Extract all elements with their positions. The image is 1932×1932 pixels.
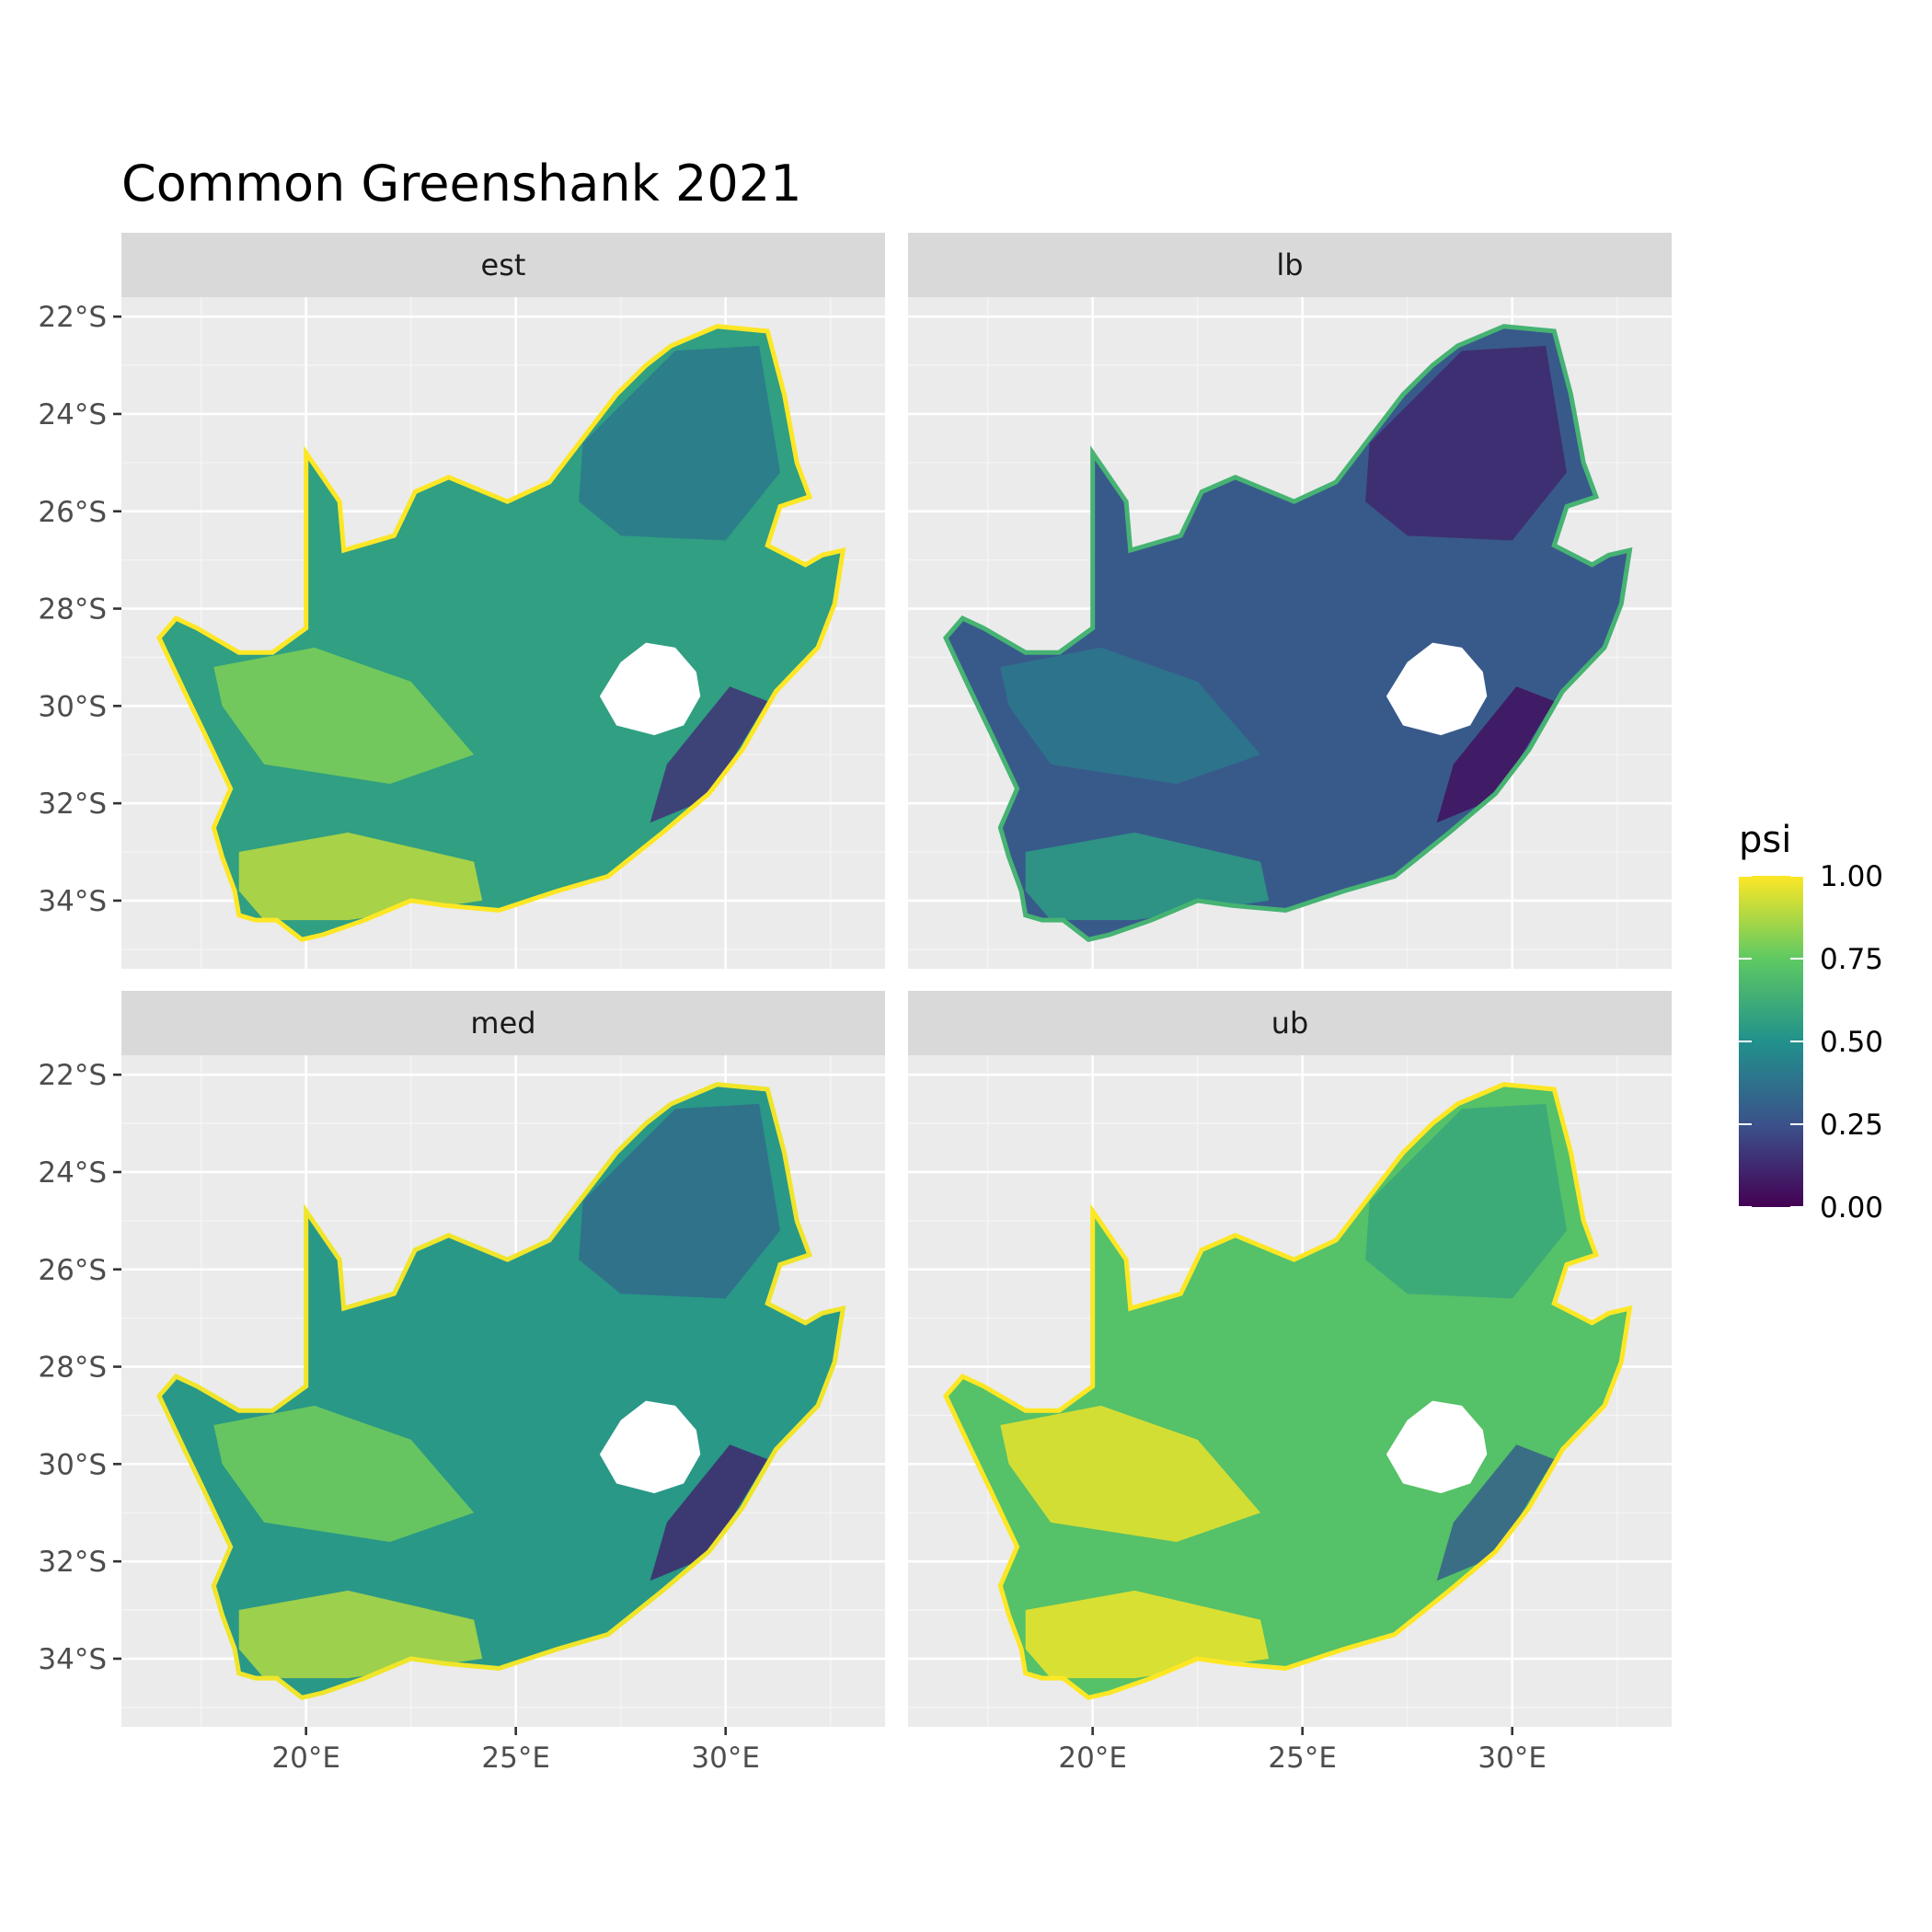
facet-strip <box>121 991 885 1055</box>
y-tick-label: 28°S <box>38 593 107 627</box>
x-tick-label: 25°E <box>1268 1742 1337 1775</box>
facet-strip <box>908 991 1672 1055</box>
facet-label: med <box>470 1006 535 1041</box>
facet-panel-est: est <box>121 233 885 969</box>
occupancy-region-northeast <box>579 1103 780 1299</box>
occupancy-region-west-interior <box>1000 647 1261 784</box>
occupancy-region-northeast <box>1365 1103 1567 1299</box>
occupancy-map <box>159 326 844 940</box>
occupancy-region-eastern-escarpment <box>1436 686 1555 823</box>
y-tick-label: 30°S <box>38 1448 107 1481</box>
x-tick-label: 20°E <box>271 1742 340 1775</box>
x-tick-label: 20°E <box>1058 1742 1127 1775</box>
y-tick-label: 24°S <box>38 398 107 431</box>
y-tick-label: 34°S <box>38 1643 107 1676</box>
occupancy-region-southwest-coast <box>1025 832 1270 921</box>
legend-label: 1.00 <box>1820 860 1883 893</box>
y-tick-label: 26°S <box>38 496 107 529</box>
y-tick-label: 34°S <box>38 885 107 918</box>
occupancy-region-eastern-escarpment <box>650 1444 768 1581</box>
legend-title: psi <box>1739 819 1791 861</box>
facet-label: est <box>481 247 526 282</box>
coast-cells <box>156 324 846 943</box>
occupancy-region-northeast <box>1365 345 1567 541</box>
occupancy-map <box>946 1084 1630 1698</box>
occupancy-region-west-interior <box>1000 1405 1261 1542</box>
y-tick-label: 22°S <box>38 301 107 334</box>
occupancy-region-eastern-escarpment <box>650 686 768 823</box>
occupancy-region-west-interior <box>213 647 475 784</box>
facet-label: lb <box>1276 247 1303 282</box>
y-tick-label: 26°S <box>38 1254 107 1287</box>
occupancy-map <box>159 1084 844 1698</box>
lesotho-gap <box>599 1400 701 1494</box>
lesotho-gap <box>1386 1400 1488 1494</box>
chart-title: Common Greenshank 2021 <box>121 155 801 213</box>
facet-label: ub <box>1271 1006 1309 1041</box>
x-tick-label: 25°E <box>481 1742 550 1775</box>
x-tick-label: 30°E <box>691 1742 760 1775</box>
occupancy-map <box>946 326 1630 940</box>
lesotho-gap <box>1386 642 1488 736</box>
coast-cells <box>943 324 1633 943</box>
y-tick-label: 32°S <box>38 1546 107 1579</box>
facet-panels: est lb med ub <box>121 233 1672 1727</box>
y-tick-label: 22°S <box>38 1059 107 1092</box>
occupancy-region-west-interior <box>213 1405 475 1542</box>
occupancy-region-southwest-coast <box>238 832 483 921</box>
occupancy-region-southwest-coast <box>238 1590 483 1679</box>
occupancy-region-southwest-coast <box>1025 1590 1270 1679</box>
legend-ticks: 1.00 0.75 0.50 0.25 0.00 <box>1739 860 1883 1225</box>
coast-cells <box>943 1082 1633 1701</box>
facet-panel-med: med <box>121 991 885 1727</box>
facet-panel-ub: ub <box>908 991 1672 1727</box>
facet-strip <box>121 233 885 297</box>
facet-panel-lb: lb <box>908 233 1672 969</box>
legend-label: 0.75 <box>1820 943 1883 976</box>
legend-label: 0.50 <box>1820 1026 1883 1059</box>
y-tick-label: 24°S <box>38 1156 107 1190</box>
y-tick-label: 28°S <box>38 1351 107 1385</box>
legend-label: 0.25 <box>1820 1109 1883 1142</box>
axes: 22°S 24°S 26°S 28°S 30°S 32°S 34°S 22°S 24°S 26°S… <box>38 301 1547 1775</box>
coast-cells <box>156 1082 846 1701</box>
occupancy-region-northeast <box>579 345 780 541</box>
legend-label: 0.00 <box>1820 1191 1883 1225</box>
facet-strip <box>908 233 1672 297</box>
lesotho-gap <box>599 642 701 736</box>
x-tick-label: 30°E <box>1478 1742 1547 1775</box>
y-tick-label: 30°S <box>38 690 107 723</box>
occupancy-region-eastern-escarpment <box>1436 1444 1555 1581</box>
y-tick-label: 32°S <box>38 788 107 821</box>
color-legend: psi 1.00 0.75 0.50 0.25 0.00 <box>1739 819 1883 1225</box>
